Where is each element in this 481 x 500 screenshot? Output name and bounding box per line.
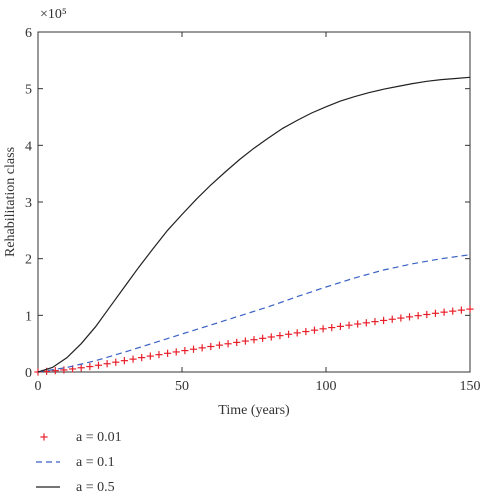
series-marker xyxy=(164,349,172,357)
series-marker xyxy=(250,336,258,344)
series-marker xyxy=(284,330,293,338)
y-tick-label: 5 xyxy=(25,83,32,98)
series-layer xyxy=(34,76,474,376)
series-marker xyxy=(138,354,146,362)
x-tick-label: 100 xyxy=(316,379,337,394)
series-marker xyxy=(60,366,68,374)
legend: a = 0.01 a = 0.1 a = 0.5 xyxy=(36,430,122,495)
series-marker xyxy=(354,320,362,328)
series-marker xyxy=(302,327,310,336)
legend-label: a = 0.5 xyxy=(76,480,115,495)
x-axis-label: Time (years) xyxy=(218,403,290,418)
series-marker xyxy=(181,346,189,355)
y-tick-label: 3 xyxy=(25,196,32,211)
series-marker xyxy=(336,322,344,330)
series-marker xyxy=(405,313,414,321)
series-marker xyxy=(371,318,379,326)
series-marker xyxy=(155,351,163,359)
series-marker xyxy=(198,344,206,352)
y-axis-ticks: 0 1 2 3 4 5 6 xyxy=(25,26,470,381)
series-marker xyxy=(94,361,103,369)
legend-label: a = 0.1 xyxy=(76,455,115,470)
series-marker xyxy=(207,342,215,351)
series-marker xyxy=(267,333,275,341)
series-marker xyxy=(293,329,301,337)
series-marker xyxy=(328,323,336,332)
series-marker xyxy=(319,325,327,333)
series-marker xyxy=(310,326,319,334)
series-marker xyxy=(172,348,180,356)
legend-marker xyxy=(40,433,48,441)
series-marker xyxy=(77,364,85,372)
series-line xyxy=(37,254,471,373)
series-marker xyxy=(103,360,111,368)
y-tick-label: 2 xyxy=(25,253,32,268)
y-tick-label: 1 xyxy=(25,309,32,324)
legend-label: a = 0.01 xyxy=(76,430,122,445)
series-marker xyxy=(449,307,457,315)
series-marker xyxy=(388,315,396,323)
y-tick-label: 0 xyxy=(25,366,32,381)
series-marker xyxy=(397,314,405,322)
y-axis-label: Rehabilitation class xyxy=(3,147,18,257)
series-marker xyxy=(259,334,267,342)
series-marker xyxy=(276,332,284,340)
series-marker xyxy=(120,357,128,365)
series-marker xyxy=(189,345,198,353)
x-axis-ticks: 0 50 100 150 xyxy=(35,32,481,394)
series-marker xyxy=(345,321,353,329)
series-marker xyxy=(112,358,120,366)
y-tick-label: 6 xyxy=(25,26,32,41)
series-marker xyxy=(51,367,59,375)
x-tick-label: 150 xyxy=(460,379,481,394)
series-marker xyxy=(241,337,249,345)
series-marker xyxy=(129,355,137,363)
series-marker xyxy=(215,341,224,349)
x-tick-label: 0 xyxy=(35,379,42,394)
series-marker xyxy=(457,306,465,314)
y-scale-label: ×10⁵ xyxy=(40,7,67,22)
series-2 xyxy=(37,76,471,373)
legend-item: a = 0.1 xyxy=(36,455,115,470)
legend-item: a = 0.01 xyxy=(40,430,122,445)
series-1 xyxy=(37,254,471,373)
series-marker xyxy=(86,362,94,371)
plot-frame xyxy=(37,31,471,373)
series-marker xyxy=(423,310,431,319)
series-marker xyxy=(362,319,370,327)
series-0 xyxy=(34,305,474,376)
legend-item: a = 0.5 xyxy=(36,480,115,495)
series-marker xyxy=(440,308,448,316)
y-tick-label: 4 xyxy=(25,139,32,154)
series-marker xyxy=(466,305,474,313)
series-marker xyxy=(380,316,388,325)
series-marker xyxy=(414,312,422,320)
series-marker xyxy=(146,352,154,360)
x-tick-label: 50 xyxy=(175,379,189,394)
series-line xyxy=(37,76,471,373)
series-marker xyxy=(233,338,241,347)
series-marker xyxy=(431,309,440,317)
series-marker xyxy=(224,340,232,348)
